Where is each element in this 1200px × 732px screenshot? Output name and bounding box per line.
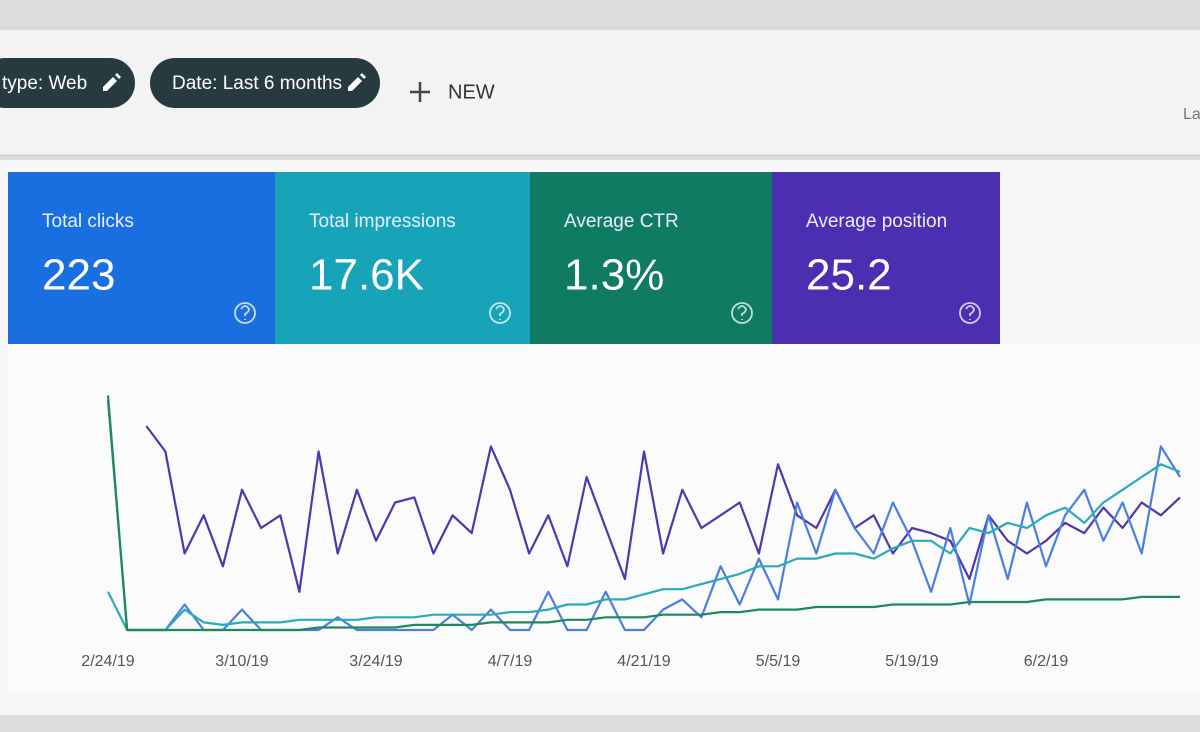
card-value: 25.2	[806, 251, 892, 300]
filter-chip[interactable]: Date: Last 6 months	[150, 58, 380, 108]
metric-card[interactable]: Average position 25.2	[772, 172, 1000, 344]
x-tick-label: 3/24/19	[349, 653, 402, 670]
card-value: 223	[42, 251, 115, 300]
filter-chip[interactable]: type: Web	[0, 58, 135, 108]
chip-background	[0, 58, 135, 108]
chip-label: Date: Last 6 months	[172, 73, 342, 94]
toolbar-right-text: La	[1183, 106, 1200, 123]
x-tick-label: 4/21/19	[617, 653, 670, 670]
metric-card[interactable]: Total clicks 223	[8, 172, 275, 344]
help-icon	[959, 302, 981, 324]
x-tick-label: 5/19/19	[885, 653, 938, 670]
series-line	[106, 395, 1180, 632]
chip-background	[150, 58, 380, 108]
help-icon	[489, 302, 511, 324]
card-value: 17.6K	[309, 251, 424, 300]
card-background	[772, 172, 1000, 344]
help-icon	[234, 302, 256, 324]
help-icon-glyph	[737, 305, 747, 320]
card-label: Total clicks	[42, 211, 134, 232]
help-icon	[731, 302, 753, 324]
card-background	[8, 172, 275, 344]
card-label: Average CTR	[564, 211, 679, 232]
help-icon-glyph	[240, 305, 250, 320]
new-button[interactable]: NEW	[410, 81, 495, 103]
series-line	[145, 425, 1181, 593]
card-label: Average position	[806, 211, 947, 232]
metric-card[interactable]: Average CTR 1.3%	[530, 172, 772, 344]
edit-icon	[348, 73, 366, 91]
chart-area	[8, 344, 1200, 694]
card-background	[275, 172, 530, 344]
edit-icon	[103, 73, 121, 91]
help-icon-glyph	[495, 305, 505, 320]
chip-label: type: Web	[2, 73, 87, 94]
x-tick-label: 5/5/19	[756, 653, 801, 670]
help-icon-glyph	[965, 305, 975, 320]
x-tick-label: 3/10/19	[215, 653, 268, 670]
card-label: Total impressions	[309, 211, 456, 232]
card-value: 1.3%	[564, 251, 664, 300]
x-tick-label: 2/24/19	[81, 653, 134, 670]
metric-card[interactable]: Total impressions 17.6K	[275, 172, 530, 344]
x-tick-label: 6/2/19	[1024, 653, 1069, 670]
x-tick-label: 4/7/19	[488, 653, 533, 670]
new-label: NEW	[448, 81, 495, 103]
series-line	[107, 463, 1181, 632]
